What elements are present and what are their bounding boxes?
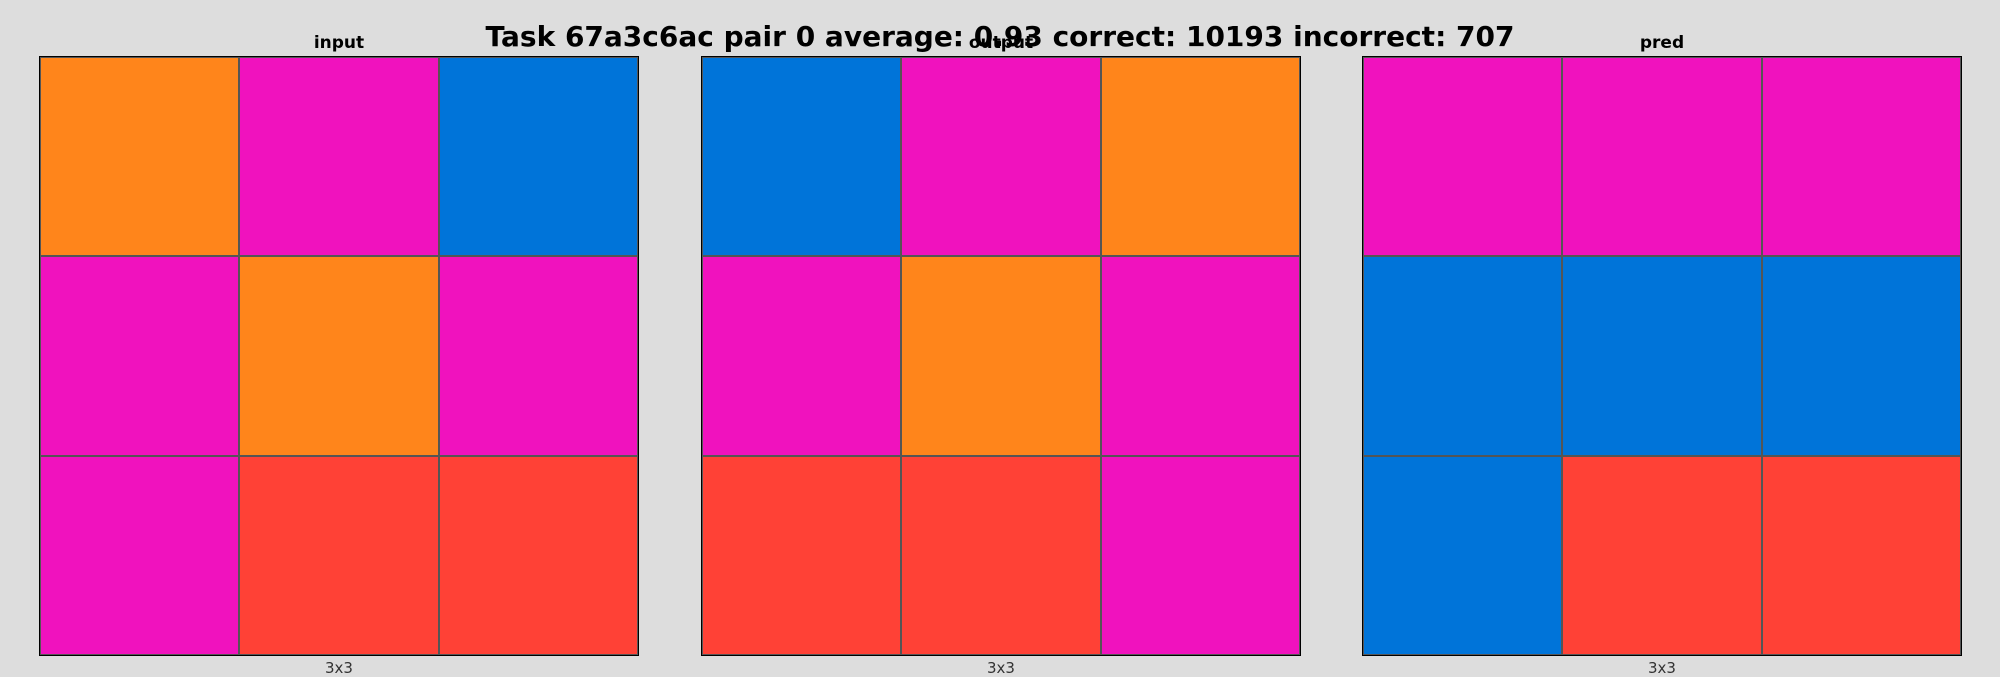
- grid-cell-magenta: [40, 455, 240, 655]
- grid-cell-magenta: [702, 256, 902, 456]
- grid-cell-magenta: [1100, 256, 1300, 456]
- grid-cell-magenta: [1761, 57, 1961, 257]
- grid-cell-blue: [438, 57, 638, 257]
- grid-cell-magenta: [901, 57, 1101, 257]
- grid-cell-red: [1562, 455, 1762, 655]
- grid-cell-magenta: [1562, 57, 1762, 257]
- panel-input: input 3x3: [39, 0, 639, 677]
- grid-cell-magenta: [239, 57, 439, 257]
- panel-title: pred: [1639, 33, 1685, 53]
- grid: [701, 56, 1301, 656]
- grid-dimensions: 3x3: [325, 659, 353, 677]
- grid-dimensions: 3x3: [1648, 659, 1676, 677]
- figure-title: Task 67a3c6ac pair 0 average: 0.93 corre…: [485, 20, 1515, 53]
- grid-cell-orange: [1100, 57, 1300, 257]
- panel-output: output 3x3: [701, 0, 1301, 677]
- grid-cell-red: [901, 455, 1101, 655]
- grid-cell-orange: [40, 57, 240, 257]
- grid-cell-magenta: [438, 256, 638, 456]
- grid-cell-orange: [901, 256, 1101, 456]
- grid-cell-red: [702, 455, 902, 655]
- grid-cell-red: [438, 455, 638, 655]
- grid-cell-red: [239, 455, 439, 655]
- grid: [1362, 56, 1962, 656]
- grid-cell-orange: [239, 256, 439, 456]
- grid-cell-magenta: [1100, 455, 1300, 655]
- grid-cell-magenta: [40, 256, 240, 456]
- grid-cell-blue: [1363, 256, 1563, 456]
- panel-title: input: [313, 33, 365, 53]
- grid-cell-blue: [1363, 455, 1563, 655]
- grid-cell-blue: [702, 57, 902, 257]
- panel-title: output: [968, 33, 1034, 53]
- grid-dimensions: 3x3: [987, 659, 1015, 677]
- grid-cell-blue: [1761, 256, 1961, 456]
- grid-cell-blue: [1562, 256, 1762, 456]
- grid-cell-red: [1761, 455, 1961, 655]
- grid-cell-magenta: [1363, 57, 1563, 257]
- grid: [39, 56, 639, 656]
- panel-pred: pred 3x3: [1362, 0, 1962, 677]
